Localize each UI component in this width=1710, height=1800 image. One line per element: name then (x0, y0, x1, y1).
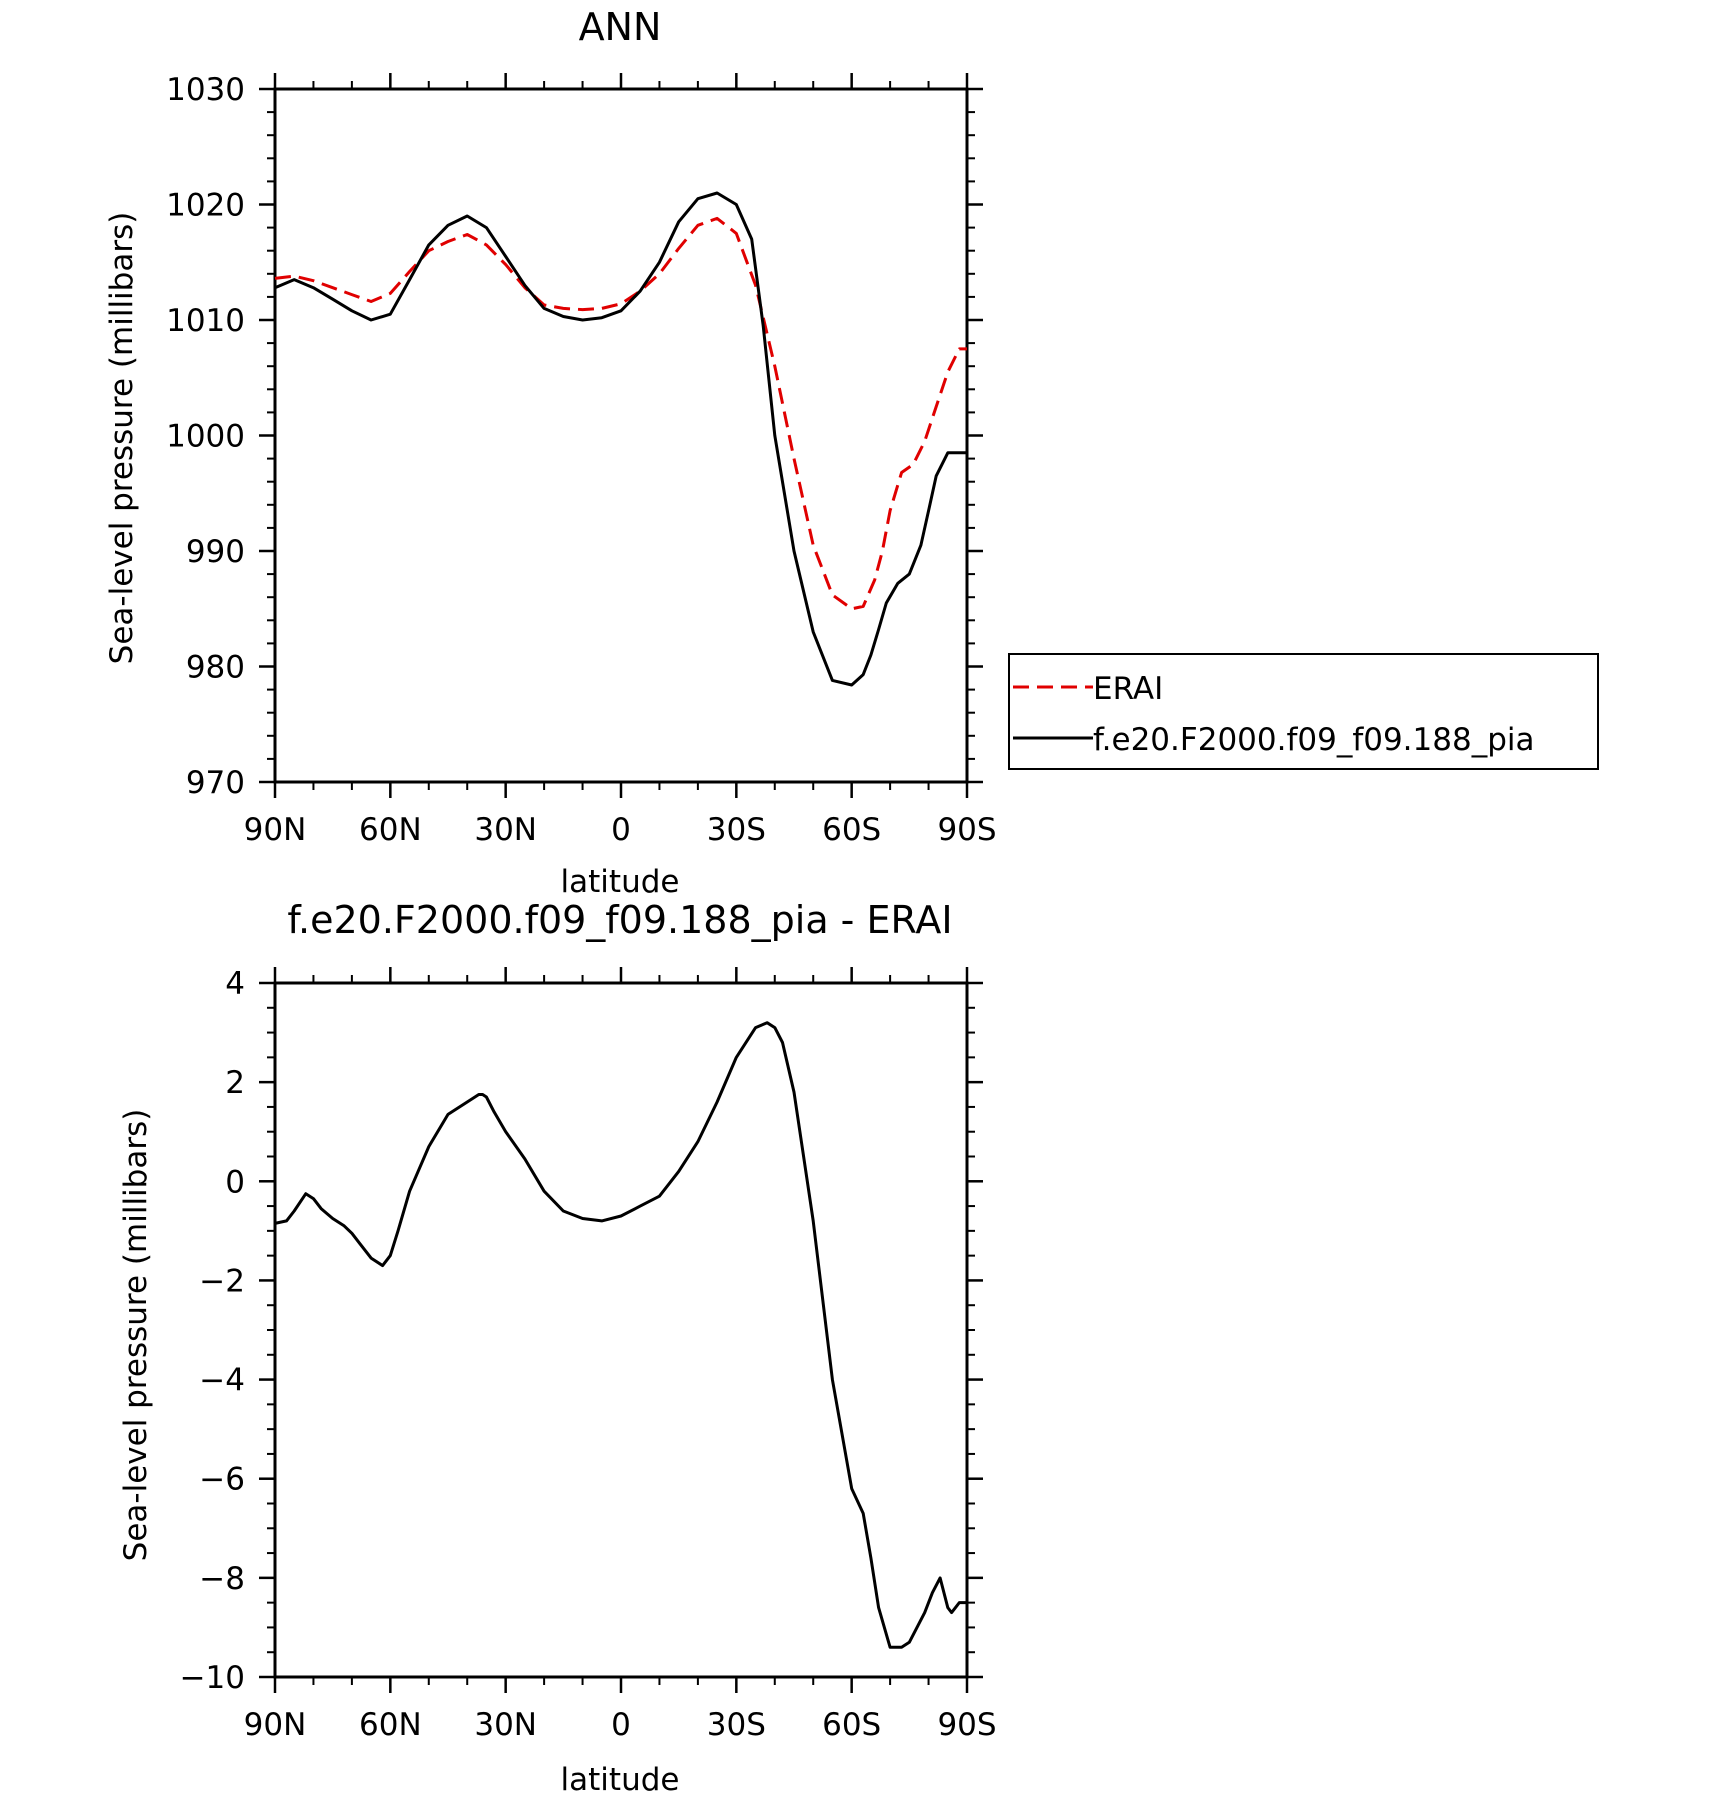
series-lines (274, 191, 967, 687)
x-tick-label: 60S (822, 812, 881, 848)
x-tick-label: 90N (244, 1707, 307, 1743)
x-tick-label: 30N (474, 812, 537, 848)
y-tick-label: 1010 (166, 303, 245, 339)
legend-label-erai: ERAI (1093, 671, 1163, 707)
series-line-difference (274, 1021, 967, 1649)
x-tick-label: 90S (937, 812, 996, 848)
legend: ERAI f.e20.F2000.f09_f09.188_pia (1008, 653, 1599, 770)
y-tick-label: −10 (180, 1660, 245, 1696)
x-tick-label: 30S (707, 1707, 766, 1743)
x-tick-label: 0 (611, 1707, 631, 1743)
x-tick-label: 30N (474, 1707, 537, 1743)
y-tick-label: −2 (199, 1263, 245, 1299)
tick-labels: 90N 60N 30N 0 30S 60S 90S −10 −8 −6 −4 −2 0 2 4 (180, 966, 997, 1743)
x-tick-label: 90S (937, 1707, 996, 1743)
y-tick-label: −4 (199, 1363, 245, 1399)
panel-difference-slp: f.e20.F2000.f09_f09.188_pia - ERAI Sea-l… (118, 898, 997, 1798)
y-tick-label: 0 (225, 1164, 245, 1200)
plot-frame (273, 981, 969, 1679)
x-axis-label: latitude (561, 1762, 680, 1798)
x-axis-label: latitude (561, 864, 680, 900)
y-axis-label: Sea-level pressure (millibars) (104, 212, 140, 665)
y-tick-label: 2 (225, 1065, 245, 1101)
y-tick-label: 990 (186, 534, 245, 570)
panel-title: f.e20.F2000.f09_f09.188_pia - ERAI (287, 898, 952, 942)
x-tick-label: 60S (822, 1707, 881, 1743)
y-tick-label: 980 (186, 650, 245, 686)
y-tick-label: 970 (186, 765, 245, 801)
tick-labels: 90N 60N 30N 0 30S 60S 90S 970 980 990 1000 1010 1020… (166, 72, 996, 848)
x-tick-label: 90N (244, 812, 307, 848)
legend-frame (1008, 653, 1599, 770)
y-tick-label: −8 (199, 1561, 245, 1597)
x-tick-label: 0 (611, 812, 631, 848)
y-axis-label: Sea-level pressure (millibars) (118, 1109, 154, 1562)
x-tick-label: 30S (707, 812, 766, 848)
y-tick-label: 4 (225, 966, 245, 1002)
x-tick-label: 60N (359, 812, 422, 848)
plot-frame (273, 87, 969, 784)
series-lines (274, 1021, 967, 1649)
series-line-erai (274, 216, 967, 611)
y-tick-label: 1000 (166, 419, 245, 455)
y-tick-label: 1020 (166, 188, 245, 224)
axis-ticks (259, 967, 983, 1693)
y-tick-label: 1030 (166, 72, 245, 108)
panel-annual-slp: ANN Sea-level pressure (millibars) latit… (104, 5, 1599, 900)
x-tick-label: 60N (359, 1707, 422, 1743)
legend-label-model: f.e20.F2000.f09_f09.188_pia (1093, 722, 1535, 758)
series-line-model (274, 191, 967, 687)
panel-title: ANN (579, 5, 662, 49)
axis-ticks (259, 73, 983, 798)
y-tick-label: −6 (199, 1462, 245, 1498)
